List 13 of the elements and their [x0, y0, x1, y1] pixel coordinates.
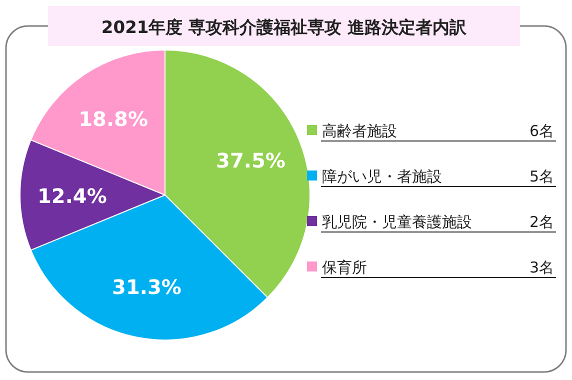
text: 3名: [529, 258, 554, 276]
legend-label: 障がい児・者施設: [322, 168, 442, 186]
data-label: 31.3%: [112, 274, 182, 299]
data-label: 37.5%: [216, 148, 286, 172]
data-label: 12.4%: [38, 184, 107, 208]
legend-label: 高齢者施設: [322, 122, 397, 140]
legend-label: 乳児院・児童養護施設: [322, 213, 472, 231]
text: 5名: [529, 168, 554, 186]
data-label: 18.8%: [78, 106, 148, 131]
text: 2名: [529, 213, 554, 231]
chart-title: 2021年度 専攻科介護福祉専攻 進路決定者内訳: [101, 18, 468, 38]
legend-label: 保育所: [322, 258, 367, 276]
text: 6名: [529, 122, 554, 140]
